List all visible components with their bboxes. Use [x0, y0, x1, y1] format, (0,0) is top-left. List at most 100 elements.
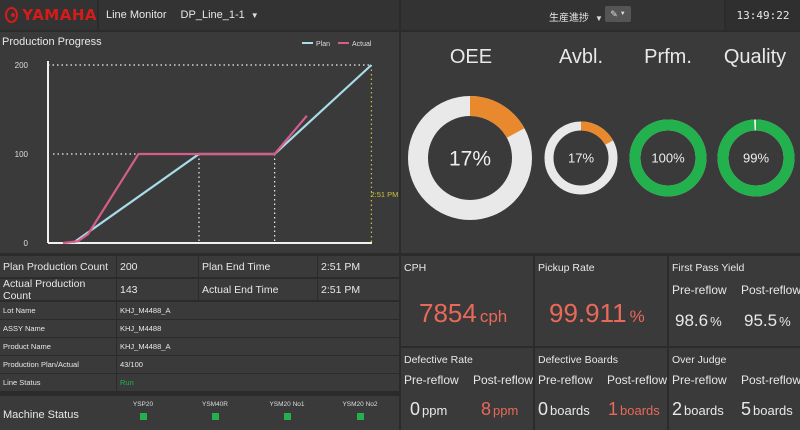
pickup-rate-tile: Pickup Rate 99.911% [535, 256, 667, 346]
defective-boards-post-label: Post-reflow [607, 373, 667, 387]
defective-boards-post-unit: boards [620, 403, 660, 418]
pickup-rate-unit: % [629, 307, 645, 326]
line-select-value: DP_Line_1-1 [180, 9, 245, 21]
detail-label: Line Status [0, 374, 116, 391]
over-judge-post-group: 5 boards [741, 399, 793, 420]
edit-icon: ✎ [610, 8, 618, 19]
defective-boards-tile: Defective Boards Pre-reflow Post-reflow … [535, 348, 667, 430]
chevron-down-icon: ▼ [619, 11, 626, 17]
gauge-label-oee: OEE [449, 46, 493, 68]
gauge-value: 100% [651, 151, 685, 166]
gauge-label-quality: Quality [723, 46, 787, 68]
over-judge-pre-unit: boards [684, 403, 724, 418]
y-tick-label: 200 [15, 61, 29, 70]
actual-count-value: 143 [117, 279, 198, 300]
over-judge-pre-value: 2 [672, 399, 683, 419]
chart-legend: Plan Actual [302, 41, 372, 48]
gauge-value: 99% [743, 151, 769, 166]
defective-boards-post-group: 1 boards [608, 399, 660, 420]
view-select[interactable]: 生産進捗 ▼ [549, 9, 603, 24]
fpy-pre-value: 98.6 [675, 311, 709, 330]
defective-boards-pre-group: 0 boards [538, 399, 590, 420]
cph-unit: cph [479, 307, 508, 326]
pickup-rate-title: Pickup Rate [538, 262, 595, 274]
status-indicator-icon [356, 413, 364, 420]
machine-item[interactable]: YSP20 [113, 401, 173, 420]
clock: 13:49:22 [724, 0, 800, 30]
gauge-fill [717, 119, 795, 197]
plan-count-label: Plan Production Count [0, 256, 116, 277]
detail-value: 43/100 [117, 356, 399, 373]
detail-value: KHJ_M4488_A [117, 338, 399, 355]
over-judge-title: Over Judge [672, 354, 727, 366]
pickup-rate-value: 99.911 [549, 298, 627, 328]
gauge-fill [544, 121, 618, 195]
status-indicator-icon [211, 413, 219, 420]
over-judge-post-label: Post-reflow [741, 373, 800, 387]
gauge-value: 17% [568, 151, 594, 166]
gauge-prfm: 100% [629, 119, 707, 197]
fpy-pre-unit: % [710, 314, 722, 329]
y-tick-label: 0 [24, 239, 29, 248]
yamaha-emblem-icon [5, 7, 19, 23]
gauge-label-availability: Avbl. [558, 46, 604, 68]
machine-item[interactable]: YSM20 No2 [330, 401, 390, 420]
over-judge-pre-group: 2 boards [672, 399, 724, 420]
detail-value: KHJ_M4488_A [117, 302, 399, 319]
defective-rate-post-label: Post-reflow [473, 373, 533, 387]
production-progress-panel: Production Progress Plan Actual 01002001… [0, 32, 399, 253]
chevron-down-icon: ▼ [595, 14, 603, 23]
actual-count-label: Actual Production Count [0, 278, 116, 300]
fpy-title: First Pass Yield [672, 262, 745, 274]
edit-button[interactable]: ✎ ▼ [605, 6, 631, 22]
gauge-label-performance: Prfm. [644, 46, 692, 68]
detail-label: Production Plan/Actual [0, 356, 116, 373]
machine-name: YSM20 No2 [342, 401, 378, 408]
machine-item[interactable]: YSM40R [185, 401, 245, 420]
oee-metrics-panel: OEE Avbl. Prfm. Quality 17% 17% 100% 99% [401, 32, 800, 253]
detail-label: Lot Name [0, 302, 116, 319]
machine-name: YSM40R [201, 401, 228, 408]
chevron-down-icon: ▼ [250, 11, 259, 20]
fpy-post-value-group: 95.5% [744, 311, 791, 331]
chart-title: Production Progress [2, 36, 102, 48]
gauge-oee: 17% [408, 96, 532, 220]
status-indicator-icon [283, 413, 291, 420]
fpy-pre-label: Pre-reflow [672, 283, 727, 297]
plan-end-label: Plan End Time [199, 256, 317, 277]
line-select[interactable]: DP_Line_1-1 ▼ [181, 9, 259, 21]
defective-rate-title: Defective Rate [404, 354, 473, 366]
fpy-post-unit: % [779, 314, 791, 329]
over-judge-post-value: 5 [741, 399, 752, 419]
machine-name: YSP20 [132, 401, 154, 408]
machine-name: YSM20 No1 [269, 401, 305, 408]
legend-actual-label: Actual [352, 41, 372, 48]
detail-label: ASSY Name [0, 320, 116, 337]
over-judge-pre-label: Pre-reflow [672, 373, 727, 387]
machine-item[interactable]: YSM20 No1 [257, 401, 317, 420]
plan-end-label: 2:51 PM [370, 190, 398, 199]
brand-logo: YAMAHA [0, 0, 97, 30]
line-status-value: Run [117, 374, 399, 391]
machine-status-title: Machine Status [3, 409, 79, 421]
legend-plan-label: Plan [316, 41, 330, 48]
gauge-fill [629, 119, 707, 197]
gauge-value: 17% [449, 148, 491, 171]
defective-boards-post-value: 1 [608, 399, 619, 419]
defective-boards-pre-unit: boards [550, 403, 590, 418]
defective-rate-post-unit: ppm [493, 403, 519, 418]
defective-rate-pre-group: 0 ppm [410, 399, 447, 420]
defective-boards-pre-label: Pre-reflow [538, 373, 593, 387]
detail-value: KHJ_M4488 [117, 320, 399, 337]
machine-status-panel: Machine Status YSP20 YSM40R YSM20 No1 YS… [0, 396, 399, 430]
actual-end-value: 2:51 PM [318, 279, 399, 300]
gauge-fill [408, 96, 532, 220]
defective-rate-pre-label: Pre-reflow [404, 373, 459, 387]
cph-value: 7854 [419, 298, 477, 328]
first-pass-yield-tile: First Pass Yield Pre-reflow Post-reflow … [669, 256, 800, 346]
cph-title: CPH [404, 262, 427, 274]
actual-end-label: Actual End Time [199, 279, 317, 300]
cph-value-group: 7854 cph [419, 298, 507, 329]
over-judge-post-unit: boards [753, 403, 793, 418]
cph-tile: CPH 7854 cph [401, 256, 533, 346]
